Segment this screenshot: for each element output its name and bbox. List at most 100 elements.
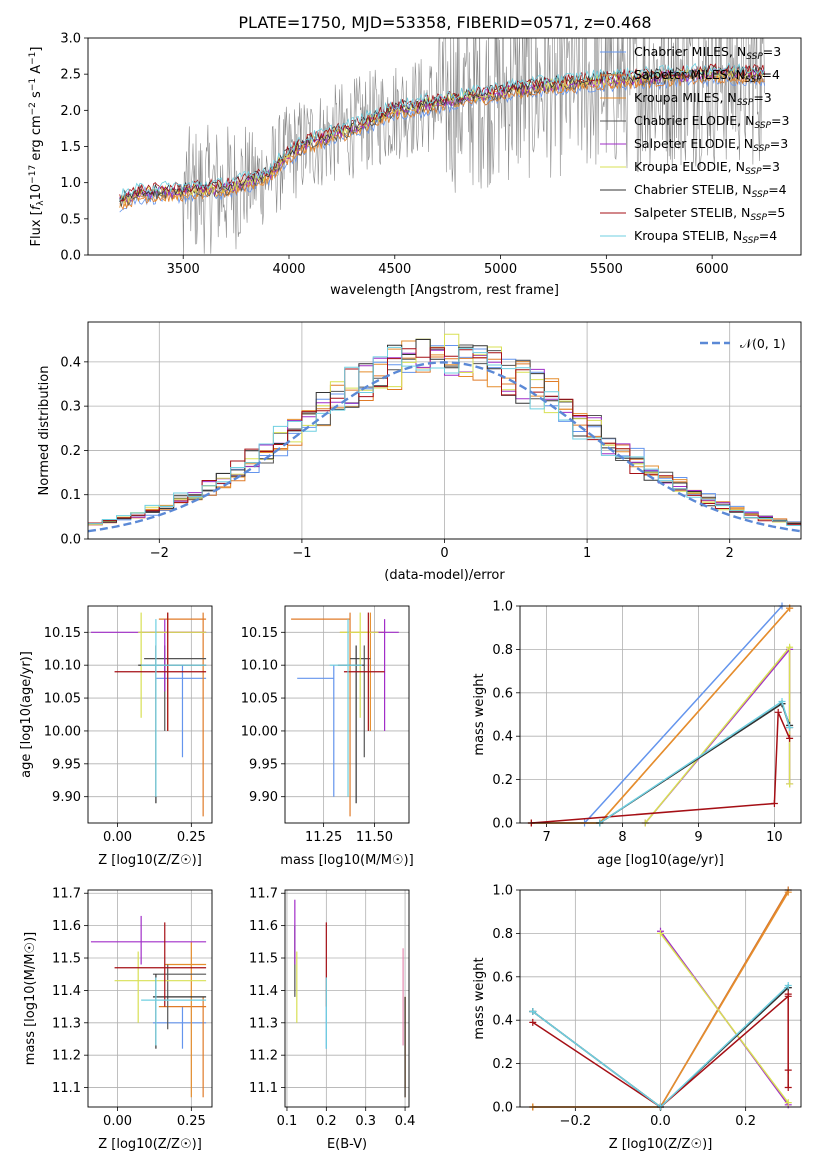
legend-label: Kroupa STELIB, NSSP=4: [634, 228, 777, 246]
weight-marker: [784, 1083, 792, 1091]
weight-marker: [784, 981, 792, 989]
x-tick-label: −1: [292, 546, 311, 561]
panel-mass-weight-vs-z: −0.2 0.0 0.2 0.0 0.2 0.4 0.6 0.8 1.0 Z [log10(Z/Z…: [472, 884, 802, 1152]
errorbar-plot-area: [90, 915, 207, 1098]
weight-marker: [786, 724, 794, 732]
axes-frame: [519, 889, 802, 1108]
x-tick-label: 0: [440, 546, 448, 561]
x-axis-label: wavelength [Angstrom, rest frame]: [330, 283, 559, 298]
weight-marker: [784, 1099, 792, 1107]
x-tick-label: 9: [694, 830, 702, 845]
x-tick-label: 4500: [378, 262, 411, 277]
y-tick-label: 11.5: [52, 952, 81, 967]
panel-residual-histogram: −2 −1 0 1 2 0.0 0.1 0.2 0.3 0.4 (data-model)/error…: [37, 321, 802, 583]
histogram-step-line: [88, 339, 801, 526]
y-tick-label: 0.2: [492, 1057, 513, 1072]
normal-curve-line: [88, 361, 801, 533]
x-tick-label: 0.3: [355, 1114, 376, 1129]
x-axis-label: age [log10(age/yr)]: [597, 853, 724, 868]
y-tick-label: 0.6: [492, 686, 513, 701]
weight-marker: [784, 990, 792, 998]
weight-marker: [774, 708, 782, 716]
legend-label: 𝒩(0, 1): [740, 336, 786, 351]
errorbar-plot-area: [90, 612, 207, 817]
y-axis-label: mass weight: [472, 673, 487, 755]
y-tick-label: 1.0: [60, 176, 81, 191]
y-tick-label: 9.90: [52, 790, 81, 805]
y-tick-label: 11.4: [249, 984, 278, 999]
weight-marker: [770, 799, 778, 807]
y-tick-label: 11.7: [52, 887, 81, 902]
x-tick-label: 3500: [167, 262, 200, 277]
panel-mass-vs-ebv: 0.1 0.2 0.3 0.4 11.1 11.2 11.3 11.4 11.5 11.6 11.7…: [249, 887, 415, 1152]
x-tick-label: 5000: [484, 262, 517, 277]
legend-label: Kroupa ELODIE, NSSP=3: [634, 159, 780, 177]
y-tick-label: 10.05: [241, 692, 278, 707]
y-tick-label: 11.5: [249, 952, 278, 967]
y-tick-label: 11.6: [249, 919, 278, 934]
y-tick-label: 11.7: [249, 887, 278, 902]
y-tick-label: 11.6: [52, 919, 81, 934]
histogram-step-line: [88, 346, 801, 528]
x-tick-label: −2: [150, 546, 169, 561]
y-tick-label: 0.5: [60, 212, 81, 227]
x-tick-label: 11.25: [305, 830, 342, 845]
x-tick-label: 8: [618, 830, 626, 845]
weight-marker: [786, 643, 794, 651]
y-tick-label: 9.95: [249, 757, 278, 772]
legend-label: Salpeter ELODIE, NSSP=3: [634, 136, 788, 154]
x-tick-label: 0.00: [103, 1114, 132, 1129]
weight-marker: [784, 1066, 792, 1074]
model-spectrum-line: [119, 62, 765, 201]
x-tick-label: 0.25: [177, 830, 206, 845]
y-tick-label: 9.90: [249, 790, 278, 805]
y-tick-label: 9.95: [52, 757, 81, 772]
weight-marker: [529, 1018, 537, 1026]
y-tick-label: 11.2: [249, 1049, 278, 1064]
legend-label: Salpeter STELIB, NSSP=5: [634, 205, 785, 223]
y-tick-label: 1.0: [492, 884, 513, 899]
weight-marker: [786, 734, 794, 742]
y-tick-label: 2.0: [60, 104, 81, 119]
figure-title: PLATE=1750, MJD=53358, FIBERID=0571, z=0…: [238, 13, 651, 32]
weight-marker: [786, 780, 794, 788]
y-tick-label: 0.6: [492, 970, 513, 985]
y-tick-label: 0.3: [60, 400, 81, 415]
y-tick-label: 10.00: [44, 724, 81, 739]
panel-spectrum: 3500 4000 4500 5000 5500 6000 0.0 0.5 1.0 1.5 2.0 2…: [28, 32, 802, 298]
axes-frame: [284, 889, 410, 1108]
axes-frame: [87, 37, 802, 256]
model-spectrum-line: [119, 64, 765, 203]
weight-line: [644, 645, 791, 824]
y-tick-label: 0.0: [60, 533, 81, 548]
x-tick-label: 0.00: [103, 830, 132, 845]
y-tick-label: 0.4: [492, 1014, 513, 1029]
panel-age-vs-mass: 11.25 11.50 9.90 9.95 10.00 10.05 10.10 10.15 ma…: [241, 605, 414, 868]
x-tick-label: 0.4: [395, 1114, 416, 1129]
x-tick-label: 2: [726, 546, 734, 561]
y-tick-label: 10.00: [241, 724, 278, 739]
y-axis-label: mass weight: [472, 957, 487, 1039]
y-tick-label: 10.10: [44, 659, 81, 674]
y-tick-label: 0.1: [60, 488, 81, 503]
x-axis-label: Z [log10(Z/Z☉)]: [98, 1137, 202, 1152]
x-axis-label: (data-model)/error: [384, 568, 505, 583]
x-tick-label: 6000: [696, 262, 729, 277]
weight-line: [659, 932, 789, 1104]
y-tick-label: 11.3: [249, 1016, 278, 1031]
y-axis-label: mass [log10(M/M☉)]: [23, 932, 38, 1065]
legend-label: Salpeter MILES, NSSP=4: [634, 67, 780, 85]
y-tick-label: 0.8: [492, 927, 513, 942]
y-tick-label: 11.2: [52, 1049, 81, 1064]
weight-marker: [657, 929, 664, 937]
y-tick-label: 0.2: [60, 444, 81, 459]
weight-plot-area: [527, 602, 794, 827]
x-tick-label: 0.0: [650, 1114, 671, 1129]
weight-line: [531, 711, 791, 824]
x-tick-label: 1: [583, 546, 591, 561]
y-tick-label: 0.8: [492, 643, 513, 658]
y-tick-label: 10.15: [241, 626, 278, 641]
y-tick-label: 11.3: [52, 1016, 81, 1031]
x-tick-label: 5500: [590, 262, 623, 277]
